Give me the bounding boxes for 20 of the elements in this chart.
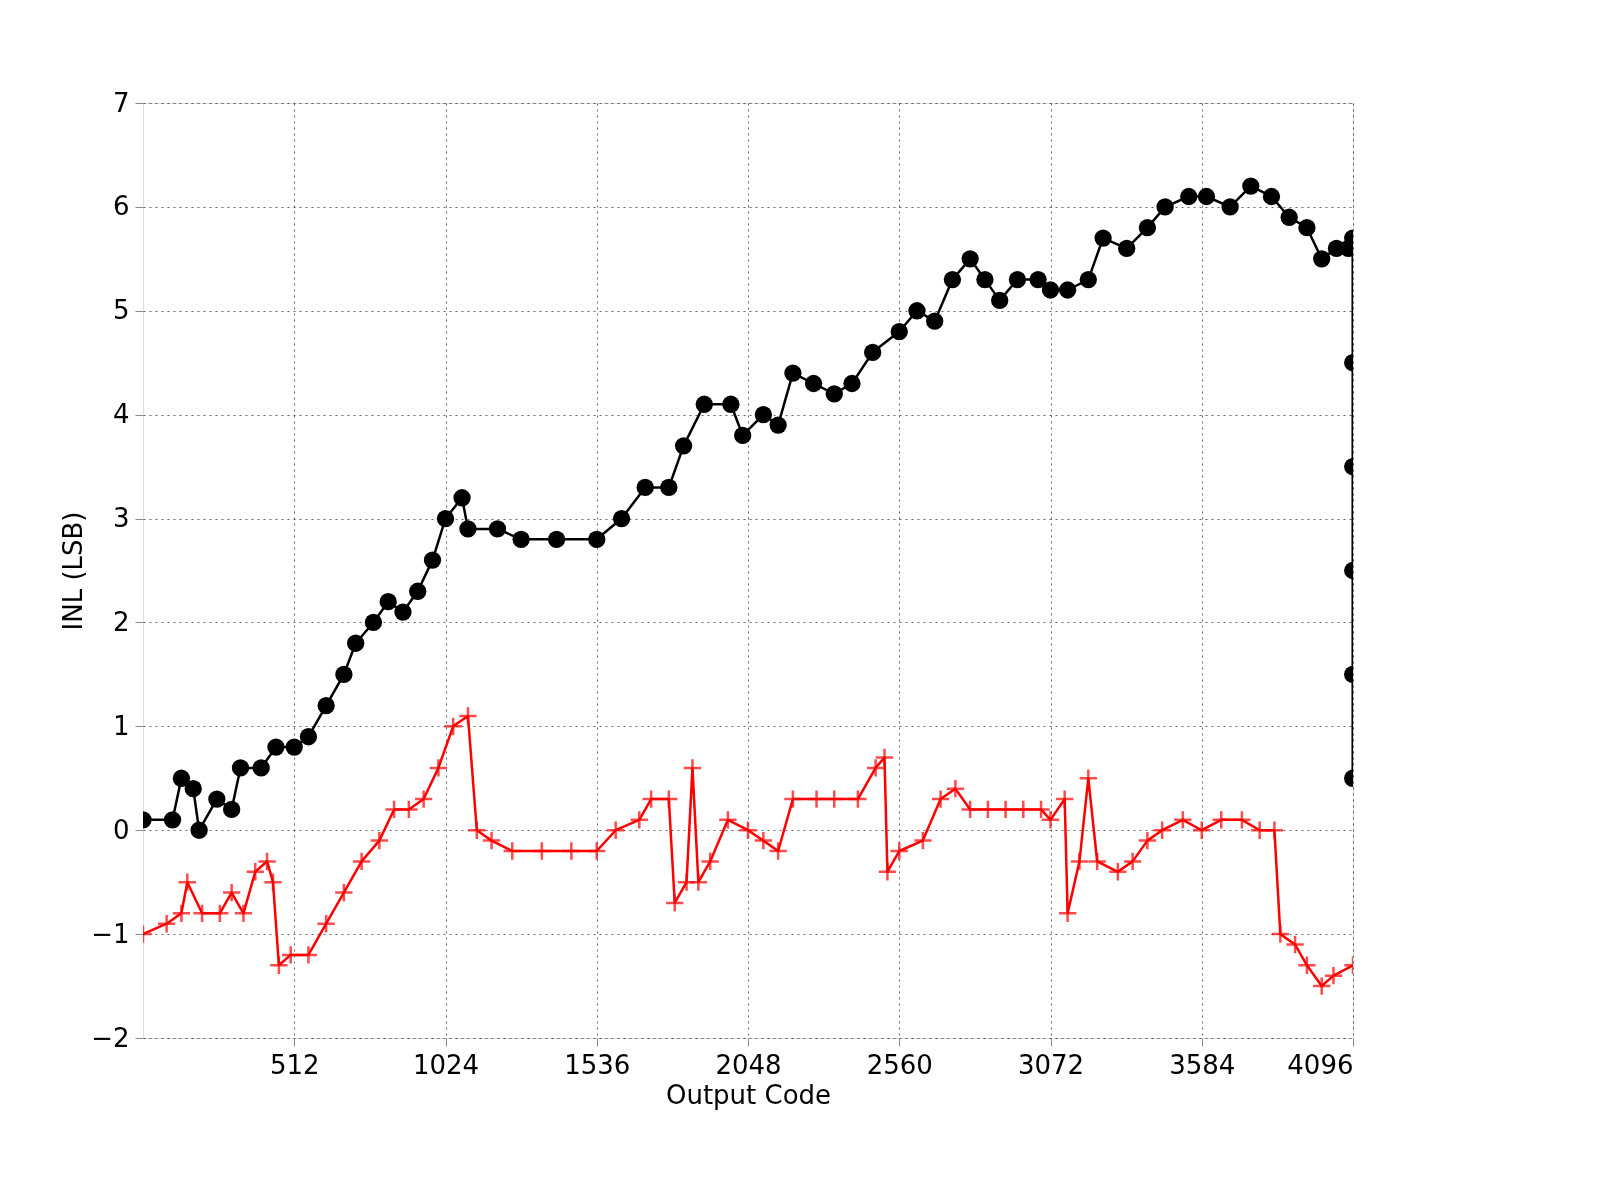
x-tick-label: 1536 bbox=[564, 1049, 631, 1080]
y-tick-label: 4 bbox=[112, 399, 130, 430]
x-tick-label: 4096 bbox=[1287, 1049, 1354, 1080]
y-axis-title: INL (LSB) bbox=[58, 511, 89, 631]
y-tick-label: 2 bbox=[112, 606, 130, 637]
y-tick-label: 1 bbox=[112, 710, 130, 741]
y-tick-label: 6 bbox=[112, 191, 130, 222]
y-tick-label: 7 bbox=[112, 87, 130, 118]
y-tick-label: −1 bbox=[91, 918, 130, 949]
y-tick-label: 5 bbox=[112, 295, 130, 326]
x-tick-label: 1024 bbox=[412, 1049, 480, 1080]
x-tick-label: 512 bbox=[269, 1049, 320, 1080]
y-tick-label: 0 bbox=[112, 814, 130, 845]
x-tick-label: 3584 bbox=[1169, 1049, 1236, 1080]
x-tick-label: 3072 bbox=[1017, 1049, 1085, 1080]
x-tick-label: 2560 bbox=[866, 1049, 933, 1080]
y-tick-label: 3 bbox=[112, 503, 130, 534]
x-axis-title: Output Code bbox=[665, 1079, 832, 1110]
y-tick-label: −2 bbox=[91, 1022, 130, 1053]
x-tick-label: 2048 bbox=[715, 1049, 782, 1080]
